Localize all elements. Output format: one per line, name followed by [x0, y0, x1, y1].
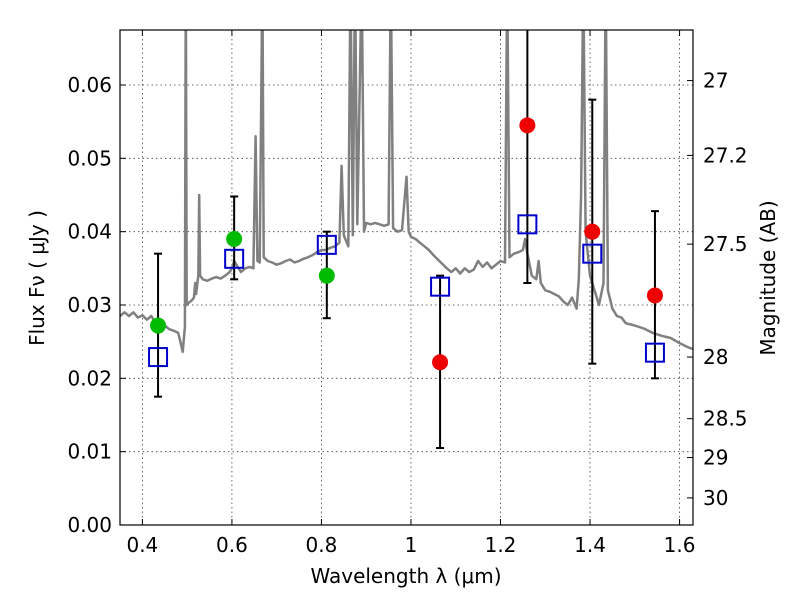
x-tick-label: 1.2	[485, 533, 517, 557]
y2-tick-label: 28	[703, 345, 728, 369]
x-tick-label: 0.6	[216, 533, 248, 557]
x-tick-label: 0.4	[126, 533, 158, 557]
y-tick-label: 0.02	[67, 366, 112, 390]
y-axis-title: Flux Fν ( μJy )	[25, 210, 49, 346]
y-tick-label: 0.04	[67, 220, 112, 244]
upper-limit-flux-point	[432, 354, 449, 371]
y-tick-label: 0.03	[67, 293, 112, 317]
plot-frame	[119, 29, 694, 526]
data-layer	[120, 30, 693, 449]
tick-layer: 0.4 0.6 0.8 1 1.2 1.4 1.6 0.00 0.01 0.02 0.03 0.04 0…	[67, 30, 748, 557]
x-tick-label: 1	[405, 533, 418, 557]
x-tick-label: 1.4	[574, 533, 606, 557]
x-tick-label: 0.8	[306, 533, 338, 557]
y2-tick-label: 27	[703, 69, 728, 93]
model-flux-square	[430, 276, 451, 297]
model-flux-square	[316, 234, 337, 255]
model-flux-square	[582, 243, 603, 264]
y2-axis-title: Magnitude (AB)	[756, 200, 780, 355]
upper-limit-flux-point	[519, 117, 536, 134]
model-flux-square	[517, 214, 538, 235]
detected-flux-point	[150, 317, 167, 334]
sed-spectrum-line	[120, 30, 693, 354]
y2-tick-label: 29	[703, 446, 728, 470]
model-flux-square	[644, 342, 665, 363]
y-tick-label: 0.00	[67, 513, 112, 537]
x-axis-title: Wavelength λ (μm)	[310, 564, 501, 588]
y2-tick-label: 30	[703, 486, 728, 510]
y2-tick-label: 28.5	[703, 407, 748, 431]
y-tick-label: 0.01	[67, 440, 112, 464]
y-tick-label: 0.05	[67, 146, 112, 170]
upper-limit-flux-point	[584, 223, 601, 240]
detected-flux-point	[318, 267, 335, 284]
x-tick-label: 1.6	[664, 533, 696, 557]
y2-tick-label: 27.2	[703, 143, 748, 167]
upper-limit-flux-point	[646, 287, 663, 304]
y2-tick-label: 27.5	[703, 232, 748, 256]
model-flux-square	[148, 347, 169, 368]
detected-flux-point	[226, 231, 243, 247]
model-flux-square	[224, 248, 245, 269]
y-tick-label: 0.06	[67, 73, 112, 97]
